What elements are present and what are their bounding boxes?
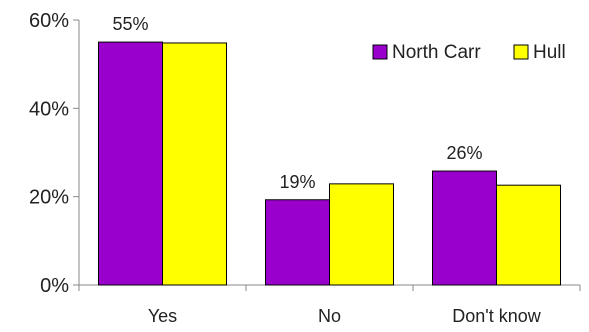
bar-north-carr [265,199,330,286]
legend-label: North Carr [392,42,481,63]
data-label: 26% [446,143,482,163]
bars [98,41,561,286]
bar-hull [496,184,561,286]
legend-swatch [372,44,388,60]
y-tick-label: 0% [40,275,69,297]
x-category-label: Don't know [452,306,541,326]
bar-north-carr [98,41,163,286]
x-category-label: No [318,306,341,326]
y-tick-label: 40% [29,98,69,120]
legend-label: Hull [533,42,566,63]
y-tick-label: 20% [29,187,69,209]
legend-swatch [513,44,529,60]
data-label: 55% [112,14,148,34]
y-tick-label: 60% [29,10,69,32]
data-label: 19% [279,172,315,192]
bar-north-carr [432,170,497,286]
legend: North Carr Hull [372,42,566,63]
x-category-label: Yes [148,306,177,326]
bar-hull [329,183,394,286]
data-labels: 55% 19% 26% [112,14,482,192]
y-axis: 0% 20% 40% 60% [29,10,80,297]
bar-hull [162,42,227,286]
x-axis: Yes No Don't know [73,284,581,326]
